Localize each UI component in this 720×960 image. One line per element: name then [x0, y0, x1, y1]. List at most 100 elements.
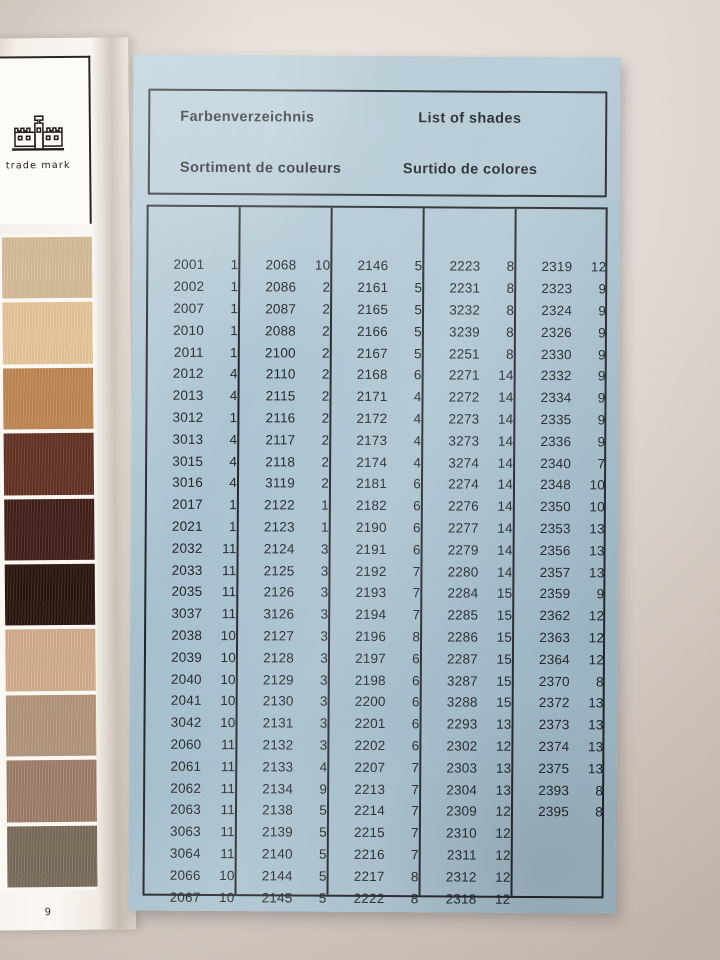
shade-row: 2330 9 — [516, 343, 606, 365]
shade-row: 3012 1 — [147, 406, 238, 428]
shade-row: 2161 5 — [332, 277, 422, 299]
shade-group: 9 — [598, 303, 607, 319]
shade-row: 2115 2 — [239, 385, 330, 407]
shade-row: 2146 5 — [332, 255, 422, 277]
shade-number: 3119 — [265, 475, 296, 491]
shade-group: 4 — [229, 366, 238, 382]
shade-row: 2038 10 — [146, 624, 236, 646]
shade-row: 3037 11 — [146, 602, 236, 624]
shade-group: 12 — [588, 630, 605, 646]
shade-row: 2191 6 — [331, 538, 421, 560]
shade-row: 2231 8 — [424, 277, 514, 299]
shade-group: 8 — [506, 280, 515, 297]
shade-column: 2319 12 2323 9 2324 9 2326 9 2330 9 2332 9 2334 9 2335… — [512, 209, 606, 897]
shade-number: 2134 — [262, 780, 294, 797]
shade-group: 8 — [410, 868, 419, 884]
shade-row: 2190 6 — [331, 516, 421, 538]
shade-row: 3119 2 — [239, 472, 329, 494]
shade-number: 2363 — [539, 629, 571, 646]
shade-row: 2017 1 — [147, 493, 237, 515]
color-swatch — [5, 694, 97, 757]
shade-number: 2201 — [354, 716, 386, 732]
shade-number: 3232 — [449, 302, 481, 318]
shade-number: 2035 — [171, 584, 203, 600]
shade-group: 3 — [319, 715, 328, 731]
shade-group: 5 — [318, 890, 327, 906]
shade-group: 9 — [597, 434, 606, 450]
shade-row: 2133 4 — [237, 755, 327, 777]
shade-group: 6 — [412, 672, 420, 688]
shade-group: 6 — [411, 738, 420, 754]
shade-row: 2302 12 — [421, 735, 512, 757]
shade-number: 2279 — [447, 542, 479, 558]
shade-row: 2286 15 — [422, 626, 512, 648]
shade-number: 2272 — [448, 389, 480, 405]
shade-number: 2356 — [539, 542, 571, 558]
shade-group: 14 — [496, 564, 513, 580]
shade-group: 11 — [222, 562, 237, 578]
shade-row: 2012 4 — [148, 363, 238, 385]
shade-number: 2213 — [354, 781, 386, 797]
shade-number: 2304 — [446, 781, 478, 798]
shade-number: 2284 — [447, 585, 479, 601]
shade-group: 10 — [220, 649, 236, 665]
shade-group: 5 — [414, 258, 423, 274]
shade-row: 2122 1 — [239, 494, 329, 516]
shade-group: 13 — [589, 543, 605, 559]
shade-row: 2110 2 — [240, 363, 330, 385]
shade-group: 8 — [410, 890, 419, 906]
shade-number: 2340 — [540, 455, 572, 471]
shade-number: 3274 — [448, 455, 480, 471]
shade-group: 2 — [321, 454, 330, 470]
shade-group: 13 — [589, 521, 605, 537]
shade-row: 2280 14 — [422, 560, 513, 582]
shade-number: 2146 — [357, 258, 389, 274]
shade-row: 2007 1 — [148, 297, 238, 319]
shade-group: 8 — [506, 324, 514, 340]
shade-group: 7 — [412, 607, 421, 623]
shade-number: 2088 — [265, 323, 296, 339]
shade-number: 2021 — [171, 518, 203, 534]
shade-number: 2198 — [354, 672, 386, 688]
shade-number: 2144 — [261, 868, 293, 884]
shade-group: 12 — [495, 825, 511, 841]
shade-group: 2 — [321, 432, 330, 448]
shade-row: 2363 12 — [514, 626, 604, 648]
shade-group: 5 — [414, 324, 422, 340]
shade-row: 2173 4 — [331, 429, 421, 451]
shade-group: 2 — [321, 388, 330, 404]
shade-group: 7 — [411, 759, 420, 775]
shade-number: 2222 — [353, 890, 385, 906]
shade-number: 2310 — [445, 825, 477, 841]
shade-group: 5 — [318, 846, 327, 862]
shade-group: 15 — [496, 673, 512, 689]
shade-row: 2165 5 — [332, 298, 422, 320]
shade-row: 2171 4 — [331, 386, 422, 408]
shade-number: 2251 — [448, 346, 480, 362]
shade-row: 2274 14 — [423, 473, 513, 495]
shade-row: 2068 10 — [240, 254, 330, 276]
shade-row: 3288 15 — [422, 691, 512, 713]
shade-row: 2356 13 — [515, 539, 605, 561]
shade-row: 2194 7 — [330, 603, 420, 625]
shade-number: 2013 — [172, 387, 204, 404]
shade-row: 2201 6 — [329, 712, 420, 734]
shade-number: 2190 — [355, 519, 387, 536]
shade-group: 12 — [590, 259, 607, 275]
shade-number: 2197 — [355, 650, 386, 666]
shade-group: 6 — [412, 650, 420, 667]
shade-group: 8 — [506, 302, 515, 318]
shade-row: 2323 9 — [516, 278, 606, 300]
shade-row: 2129 3 — [238, 668, 328, 690]
shade-group: 6 — [413, 476, 422, 492]
shade-row: 2213 7 — [329, 778, 419, 800]
shade-group: 12 — [588, 608, 605, 624]
shade-number: 2207 — [354, 759, 386, 775]
shade-row: 2357 13 — [514, 561, 605, 583]
shade-number: 2330 — [540, 346, 572, 362]
shade-group: 1 — [229, 497, 237, 513]
shade-group: 7 — [411, 781, 420, 797]
shade-row: 2127 3 — [238, 625, 328, 647]
shade-group: 4 — [229, 453, 238, 469]
shade-group: 10 — [220, 628, 237, 644]
